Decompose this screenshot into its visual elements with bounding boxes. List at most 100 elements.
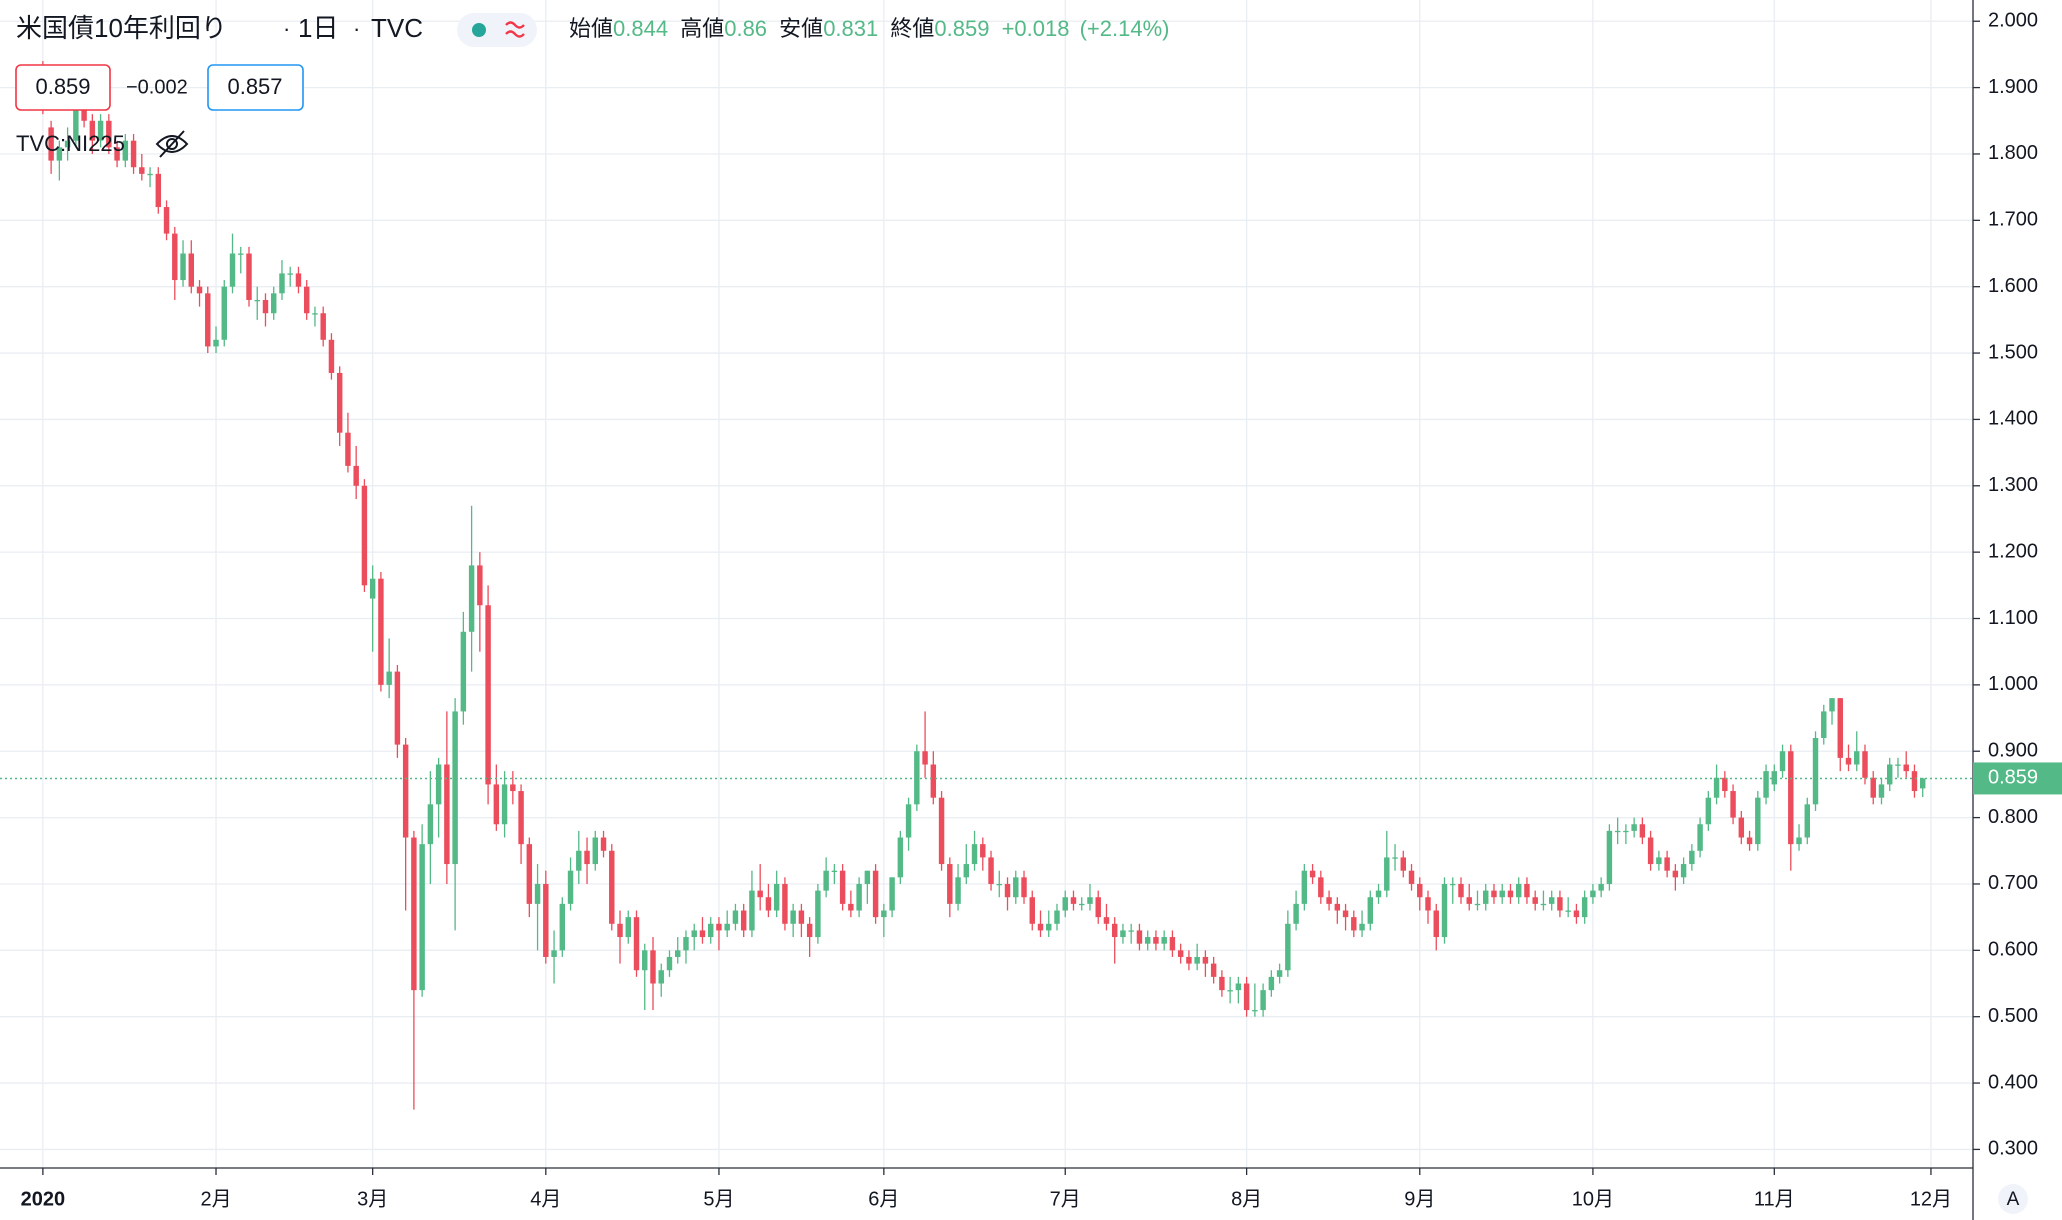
candle-body xyxy=(584,850,590,865)
ask-price: 0.857 xyxy=(227,74,282,99)
source: TVC xyxy=(371,13,423,43)
header: 米国債10年利回り · 1日 · TVC 始値0.844 高値0.86 安値0.… xyxy=(15,13,1170,158)
candle-body xyxy=(262,299,269,314)
candle-body xyxy=(361,485,368,586)
x-tick-label: 5月 xyxy=(703,1188,734,1210)
candle-body xyxy=(1087,897,1093,904)
candle-body xyxy=(1705,797,1712,825)
candle-body xyxy=(699,930,706,938)
candle-body xyxy=(1730,791,1736,818)
candle-body xyxy=(1614,830,1621,833)
candle-body xyxy=(1161,937,1167,944)
candle-body xyxy=(1837,698,1843,758)
candle-body xyxy=(815,890,821,938)
candle-body xyxy=(724,923,730,931)
buy-button[interactable] xyxy=(207,64,304,111)
candle-body xyxy=(147,173,153,176)
candle-body xyxy=(336,372,343,433)
candle-body xyxy=(1202,956,1209,964)
candle-body xyxy=(1903,764,1909,772)
candle-body xyxy=(1845,757,1852,765)
candle-body xyxy=(312,313,318,315)
candle-body xyxy=(1689,850,1695,865)
candle-body xyxy=(1293,903,1299,924)
candle-body xyxy=(1771,771,1778,785)
candle-body xyxy=(1697,824,1703,851)
candle-body xyxy=(765,897,772,911)
spread: −0.002 xyxy=(126,76,188,98)
candle-body xyxy=(1260,990,1266,1011)
candle-body xyxy=(1804,804,1810,838)
x-tick-label: 11月 xyxy=(1754,1188,1795,1210)
candle-body xyxy=(609,850,615,924)
candle-body xyxy=(114,147,120,161)
candle-body xyxy=(683,937,689,951)
candle-body xyxy=(1111,923,1118,938)
candle-body xyxy=(1573,910,1580,918)
candle-body xyxy=(1400,857,1406,871)
candle-body xyxy=(1821,711,1827,738)
x-tick-label: 7月 xyxy=(1050,1188,1081,1210)
change-percent: (+2.14%) xyxy=(1080,16,1170,41)
candle-body xyxy=(213,339,219,347)
candle-body xyxy=(1079,903,1085,906)
status-pill[interactable] xyxy=(457,13,537,47)
candle-body xyxy=(642,950,648,971)
candle-body xyxy=(1466,897,1472,904)
sell-button[interactable] xyxy=(15,64,111,111)
close-value: 0.859 xyxy=(934,16,989,41)
candle-body xyxy=(988,857,994,884)
auto-scale-button[interactable] xyxy=(1998,1184,2028,1214)
candle-body xyxy=(411,837,417,991)
candle-body xyxy=(1128,930,1134,932)
market-status-dot xyxy=(472,23,486,37)
y-tick-label: 0.700 xyxy=(1988,872,2038,894)
plot-area xyxy=(0,0,1973,1168)
candle-body xyxy=(1235,983,1242,991)
candle-body xyxy=(386,671,392,685)
change: +0.018 xyxy=(1002,16,1070,41)
data-delay-icon xyxy=(505,21,525,38)
candle-body xyxy=(493,784,500,825)
candle-body xyxy=(205,293,211,347)
y-tick-label: 1.400 xyxy=(1988,408,2038,430)
candle-body xyxy=(1565,910,1571,912)
candle-body xyxy=(246,253,252,300)
candle-body xyxy=(1359,923,1365,931)
y-tick-label: 1.500 xyxy=(1988,341,2038,363)
symbol-title[interactable]: 米国債10年利回り xyxy=(16,13,227,43)
candle-body xyxy=(1887,764,1893,785)
y-tick-label: 1.300 xyxy=(1988,474,2038,496)
y-tick-label: 1.600 xyxy=(1988,275,2038,297)
candle-body xyxy=(1895,764,1901,766)
candle-body xyxy=(971,844,978,865)
candle-body xyxy=(427,804,434,845)
candle-body xyxy=(1499,890,1505,898)
candle-body xyxy=(922,751,928,765)
candle-body xyxy=(56,147,63,161)
candle-body xyxy=(881,910,887,918)
candle-body xyxy=(1450,883,1456,886)
candle-body xyxy=(633,917,640,971)
candle-body xyxy=(303,286,310,314)
candle-body xyxy=(155,173,162,208)
candle-body xyxy=(1919,778,1926,789)
candle-body xyxy=(1153,937,1159,944)
x-tick-label: 3月 xyxy=(357,1188,388,1210)
candle-body xyxy=(938,797,945,865)
hide-icon[interactable] xyxy=(155,130,189,158)
candle-body xyxy=(1417,883,1423,898)
candle-body xyxy=(485,605,491,785)
candle-body xyxy=(740,910,747,931)
candle-body xyxy=(1384,857,1390,891)
interval[interactable]: 1日 xyxy=(298,13,338,43)
candle-body xyxy=(254,299,260,302)
candle-body xyxy=(1276,970,1283,977)
candle-body xyxy=(271,293,277,314)
y-tick-label: 0.500 xyxy=(1988,1005,2038,1027)
overlay-symbol[interactable]: TVC:NI225 xyxy=(16,131,125,156)
candle-body xyxy=(534,883,541,904)
candle-body xyxy=(1581,897,1588,918)
candle-body xyxy=(1095,897,1101,918)
candle-body xyxy=(1367,897,1374,924)
